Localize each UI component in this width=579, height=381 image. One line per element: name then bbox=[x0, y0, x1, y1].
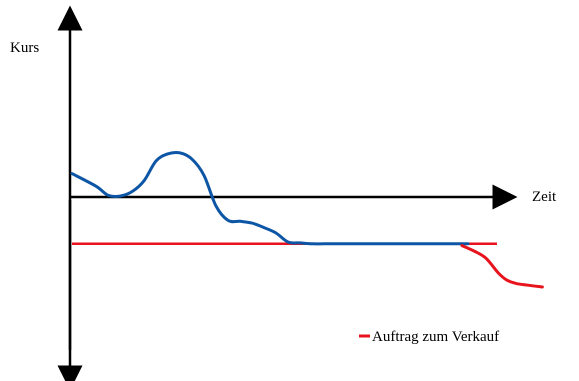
price-decline-after-sell-line bbox=[460, 244, 544, 289]
price-series-line bbox=[70, 150, 470, 246]
x-axis-label: Zeit bbox=[532, 189, 557, 205]
y-axis-label: Kurs bbox=[10, 40, 39, 56]
legend-label: Auftrag zum Verkauf bbox=[372, 329, 499, 345]
